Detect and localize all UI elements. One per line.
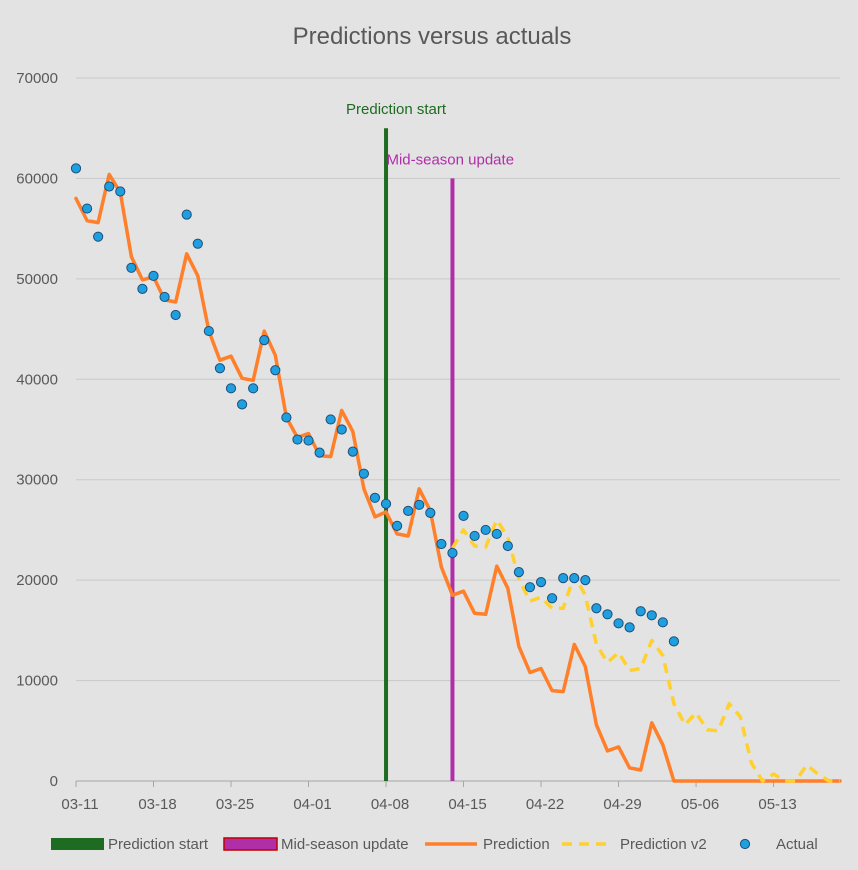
actual-point — [347, 446, 358, 457]
actual-point — [270, 365, 281, 376]
y-tick-label: 40000 — [16, 371, 58, 388]
actual-point — [170, 309, 181, 321]
actual-point — [524, 582, 536, 593]
actual-point — [192, 238, 203, 249]
actual-point — [292, 434, 303, 445]
actual-point — [547, 593, 558, 604]
actual-point — [181, 209, 192, 220]
y-tick-label: 20000 — [16, 572, 58, 589]
actual-point — [447, 547, 458, 559]
actual-point — [214, 363, 226, 374]
legend-swatch — [739, 838, 751, 850]
vertical-markers: Prediction start Mid-season update — [346, 101, 514, 781]
actual-point — [403, 505, 414, 516]
legend: Prediction start Mid-season update Predict… — [51, 836, 818, 853]
actual-point — [314, 447, 325, 458]
actual-point — [591, 603, 602, 614]
actual-point — [81, 203, 93, 214]
y-tick-label: 0 — [50, 773, 58, 790]
actual-point — [624, 622, 635, 633]
x-tick-label: 04-01 — [293, 796, 331, 813]
actual-point — [325, 414, 336, 425]
x-tick-label: 04-08 — [371, 796, 409, 813]
gridlines — [76, 77, 840, 782]
actual-point — [558, 573, 569, 584]
actual-point — [159, 291, 170, 303]
actual-point — [502, 540, 513, 552]
actual-points — [70, 163, 680, 647]
x-axis-tick-labels: 03-11 03-18 03-25 04-01 04-08 04-15 04-22 04-29… — [61, 781, 797, 813]
x-tick-label: 03-18 — [138, 796, 176, 813]
actual-point — [646, 610, 657, 621]
actual-point — [436, 538, 447, 550]
actual-point — [236, 399, 248, 410]
legend-label: Prediction start — [108, 836, 209, 853]
actual-point — [458, 510, 469, 521]
actual-point — [148, 270, 159, 281]
chart-title: Predictions versus actuals — [293, 23, 572, 50]
x-tick-label: 04-15 — [448, 796, 486, 813]
actual-point — [425, 507, 436, 518]
legend-label: Prediction v2 — [620, 836, 707, 853]
x-tick-label: 04-22 — [526, 796, 564, 813]
actual-point — [115, 186, 126, 197]
actual-point — [248, 383, 259, 394]
prediction-start-label: Prediction start — [346, 101, 447, 118]
actual-point — [513, 567, 524, 578]
actual-point — [613, 618, 624, 629]
actual-point — [137, 283, 148, 294]
actual-point — [569, 573, 580, 584]
x-tick-label: 04-29 — [603, 796, 641, 813]
legend-swatch — [223, 837, 278, 851]
legend-swatch — [51, 838, 104, 850]
x-tick-label: 05-06 — [681, 796, 719, 813]
y-tick-label: 30000 — [16, 472, 58, 489]
actual-point — [635, 606, 646, 617]
prediction-line — [74, 172, 842, 783]
legend-label: Mid-season update — [281, 836, 409, 853]
actual-point — [303, 435, 314, 446]
actual-point — [535, 577, 547, 588]
legend-label: Prediction — [483, 836, 550, 853]
actual-point — [126, 262, 137, 273]
y-tick-label: 70000 — [16, 70, 58, 87]
actual-point — [358, 468, 369, 479]
y-tick-label: 50000 — [16, 271, 58, 288]
actual-point — [281, 412, 292, 423]
actual-point — [369, 492, 381, 503]
actual-point — [336, 424, 347, 435]
legend-label: Actual — [776, 836, 818, 853]
actual-point — [580, 575, 591, 586]
actual-point — [70, 163, 82, 174]
x-tick-label: 05-13 — [758, 796, 796, 813]
actual-point — [259, 335, 270, 346]
actual-point — [469, 530, 480, 542]
actual-point — [657, 617, 668, 628]
y-tick-label: 10000 — [16, 673, 58, 690]
x-tick-label: 03-25 — [216, 796, 254, 813]
y-tick-label: 60000 — [16, 170, 58, 187]
actual-point — [392, 520, 403, 532]
mid-season-update-label: Mid-season update — [386, 151, 514, 168]
actual-point — [380, 498, 392, 509]
actual-point — [104, 181, 115, 192]
actual-point — [602, 609, 613, 620]
x-tick-label: 03-11 — [61, 796, 98, 813]
actual-point — [491, 528, 502, 540]
actual-point — [93, 231, 104, 242]
y-axis-tick-labels: 0 10000 20000 30000 40000 50000 60000 70000 — [16, 70, 58, 790]
actual-point — [203, 325, 214, 337]
actual-point — [480, 524, 491, 536]
actual-point — [225, 383, 237, 394]
actual-point — [414, 499, 425, 510]
actual-point — [668, 636, 680, 647]
